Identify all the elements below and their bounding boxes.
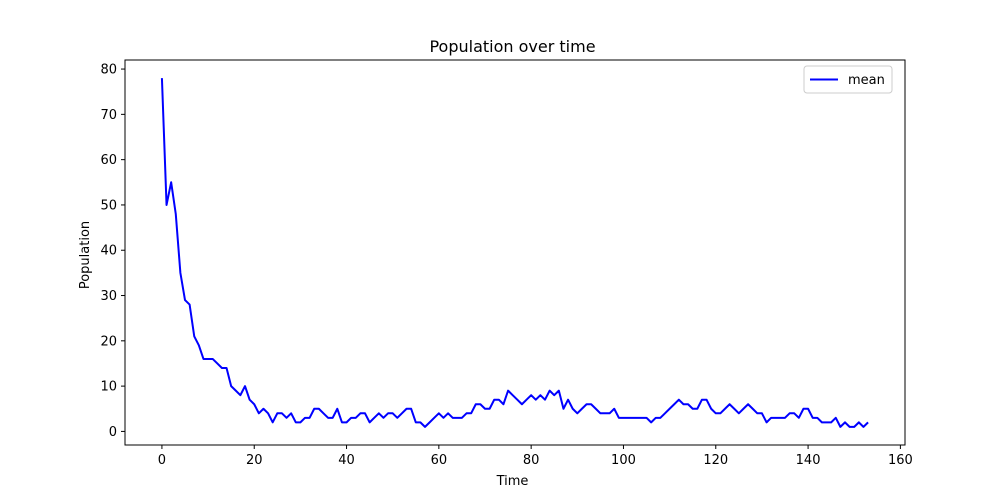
x-axis-ticks: 0 20 40 60 80 100 120 140 160 (158, 445, 913, 468)
y-tick-label: 40 (100, 244, 117, 259)
y-tick-label: 30 (100, 289, 117, 304)
y-tick-label: 60 (100, 153, 117, 168)
legend-label-mean: mean (848, 73, 885, 88)
y-tick-label: 80 (100, 63, 117, 78)
x-tick-label: 40 (338, 453, 355, 468)
chart-title: Population over time (429, 37, 595, 56)
y-tick-label: 20 (100, 334, 117, 349)
axes-spines (124, 59, 906, 446)
y-axis-ticks: 0 10 20 30 40 50 60 70 80 (100, 63, 125, 440)
x-tick-label: 0 (158, 453, 166, 468)
x-axis-label: Time (496, 474, 529, 489)
series-line-mean (160, 78, 869, 428)
legend-box (803, 65, 893, 94)
legend: mean (803, 65, 893, 94)
y-axis-label: Population (78, 221, 93, 289)
x-tick-label: 140 (796, 453, 821, 468)
x-tick-label: 80 (523, 453, 540, 468)
series-layer (160, 78, 869, 428)
y-tick-label: 70 (100, 108, 117, 123)
axes-frame (124, 59, 906, 446)
x-tick-label: 160 (888, 453, 913, 468)
x-tick-label: 100 (611, 453, 636, 468)
y-tick-label: 50 (100, 198, 117, 213)
x-tick-label: 60 (431, 453, 448, 468)
x-tick-label: 120 (703, 453, 728, 468)
y-tick-label: 10 (100, 380, 117, 395)
y-tick-label: 0 (109, 425, 117, 440)
x-tick-label: 20 (246, 453, 263, 468)
